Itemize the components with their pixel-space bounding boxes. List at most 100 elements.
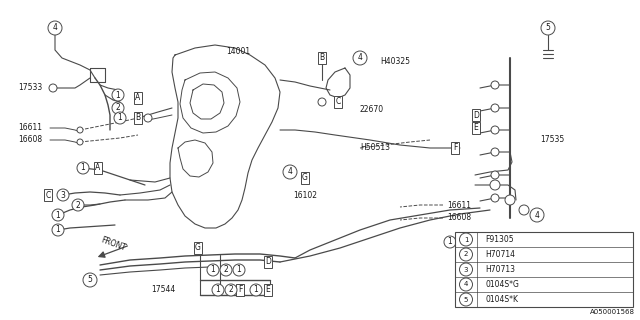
Text: A050001568: A050001568 <box>590 309 635 315</box>
Text: 22670: 22670 <box>360 106 384 115</box>
Text: B: B <box>319 53 324 62</box>
Text: 5: 5 <box>545 23 550 33</box>
Text: 3: 3 <box>61 190 65 199</box>
Circle shape <box>83 273 97 287</box>
Circle shape <box>57 189 69 201</box>
Text: G: G <box>302 173 308 182</box>
Text: 1: 1 <box>116 91 120 100</box>
Text: F: F <box>238 285 242 294</box>
Circle shape <box>460 263 472 276</box>
Text: 1: 1 <box>447 237 452 246</box>
Circle shape <box>52 224 64 236</box>
Circle shape <box>220 264 232 276</box>
Text: 1: 1 <box>118 114 122 123</box>
Text: A: A <box>136 93 141 102</box>
Text: G: G <box>195 244 201 252</box>
Text: D: D <box>473 110 479 119</box>
Text: 1: 1 <box>216 285 220 294</box>
Circle shape <box>112 89 124 101</box>
Circle shape <box>225 284 237 296</box>
Text: F91305: F91305 <box>485 235 514 244</box>
Text: 4: 4 <box>464 282 468 287</box>
Text: 5: 5 <box>464 297 468 302</box>
Text: H70713: H70713 <box>485 265 515 274</box>
Circle shape <box>530 208 544 222</box>
Text: 14001: 14001 <box>226 47 250 57</box>
Text: 1: 1 <box>211 266 216 275</box>
Circle shape <box>144 114 152 122</box>
Text: 4: 4 <box>287 167 292 177</box>
Circle shape <box>491 171 499 179</box>
Circle shape <box>460 293 472 306</box>
Circle shape <box>491 104 499 112</box>
Text: 1: 1 <box>237 266 241 275</box>
Circle shape <box>484 236 496 248</box>
Text: 4: 4 <box>358 53 362 62</box>
Text: 16611: 16611 <box>447 201 471 210</box>
Circle shape <box>212 284 224 296</box>
Circle shape <box>233 264 245 276</box>
Circle shape <box>72 199 84 211</box>
FancyBboxPatch shape <box>455 232 633 307</box>
Circle shape <box>112 102 124 114</box>
Text: FRONT: FRONT <box>100 235 127 252</box>
Text: 4: 4 <box>534 211 540 220</box>
Text: 2: 2 <box>464 252 468 258</box>
Text: 1: 1 <box>56 211 60 220</box>
Text: 2: 2 <box>116 103 120 113</box>
Circle shape <box>491 194 499 202</box>
Text: 1: 1 <box>81 164 85 172</box>
Text: 17544: 17544 <box>151 285 175 294</box>
Text: 16608: 16608 <box>447 213 471 222</box>
Circle shape <box>114 112 126 124</box>
Text: B: B <box>136 114 141 123</box>
Text: 1: 1 <box>468 237 472 246</box>
Text: 2: 2 <box>228 285 234 294</box>
Text: 1: 1 <box>488 237 492 246</box>
Circle shape <box>52 209 64 221</box>
Circle shape <box>541 21 555 35</box>
Text: 16611: 16611 <box>18 124 42 132</box>
Circle shape <box>460 233 472 246</box>
Circle shape <box>460 278 472 291</box>
Circle shape <box>318 98 326 106</box>
Text: F: F <box>453 143 457 153</box>
Circle shape <box>491 126 499 134</box>
Text: 2: 2 <box>223 266 228 275</box>
Text: 0104S*G: 0104S*G <box>485 280 519 289</box>
Circle shape <box>207 264 219 276</box>
Text: 16608: 16608 <box>18 135 42 145</box>
Circle shape <box>505 195 515 205</box>
Text: 1: 1 <box>253 285 259 294</box>
Circle shape <box>48 21 62 35</box>
Text: 16102: 16102 <box>293 190 317 199</box>
Circle shape <box>283 165 297 179</box>
Circle shape <box>490 180 500 190</box>
Circle shape <box>77 139 83 145</box>
Text: 5: 5 <box>88 276 92 284</box>
Circle shape <box>491 148 499 156</box>
Circle shape <box>491 81 499 89</box>
Circle shape <box>49 84 57 92</box>
Text: C: C <box>45 190 51 199</box>
Text: H40325: H40325 <box>380 58 410 67</box>
Text: 2: 2 <box>463 252 467 260</box>
Text: 17533: 17533 <box>18 84 42 92</box>
Circle shape <box>444 236 456 248</box>
Circle shape <box>77 162 89 174</box>
Circle shape <box>459 250 471 262</box>
Text: 17535: 17535 <box>540 135 564 145</box>
Text: H70714: H70714 <box>485 250 515 259</box>
Text: A: A <box>95 164 100 172</box>
Circle shape <box>250 284 262 296</box>
Text: 0104S*K: 0104S*K <box>485 295 518 304</box>
Text: 2: 2 <box>76 201 81 210</box>
Text: 1: 1 <box>56 226 60 235</box>
Text: 3: 3 <box>464 267 468 273</box>
Text: 1: 1 <box>464 236 468 243</box>
Text: C: C <box>335 98 340 107</box>
Circle shape <box>460 248 472 261</box>
Text: 4: 4 <box>52 23 58 33</box>
Circle shape <box>77 127 83 133</box>
Circle shape <box>519 205 529 215</box>
